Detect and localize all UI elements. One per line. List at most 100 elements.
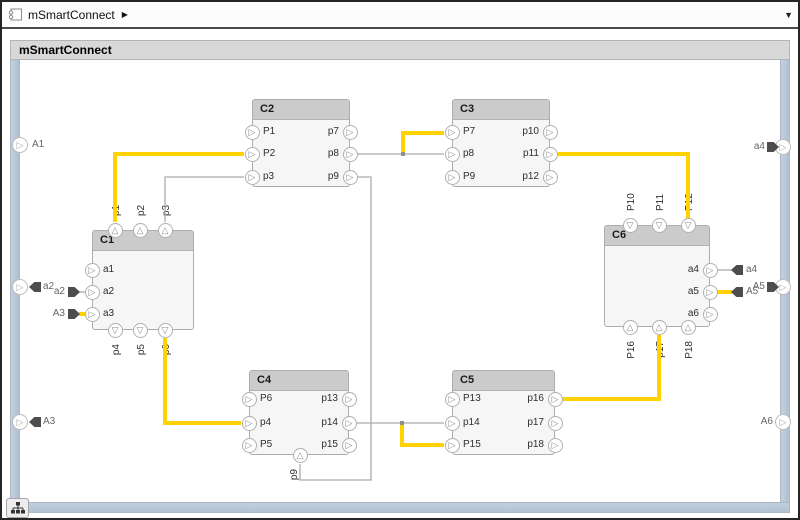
port-C6-P11[interactable]: ▽ bbox=[651, 217, 667, 233]
connector-stub-icon bbox=[68, 309, 80, 319]
port-label-C4-p13: p13 bbox=[321, 393, 338, 404]
port-label-C5-p18: p18 bbox=[527, 439, 544, 450]
edge-port-label-A5: A5 bbox=[752, 281, 765, 292]
port-label-C6-P11: P11 bbox=[655, 194, 666, 211]
breadcrumb-bar: mSmartConnect ▶ ▼ bbox=[2, 2, 798, 29]
edge-port-A5[interactable]: ▷ bbox=[775, 279, 791, 295]
breadcrumb-arrow-icon[interactable]: ▶ bbox=[121, 10, 128, 19]
edge-port-A1[interactable]: ▷ bbox=[12, 137, 28, 153]
port-label-C3-P9: P9 bbox=[463, 171, 476, 182]
port-label-C6-a6: a6 bbox=[687, 308, 699, 319]
port-C2-p9[interactable]: ▷ bbox=[342, 169, 358, 185]
component-C6[interactable]: C6 bbox=[604, 225, 710, 327]
connection-C4.p14-C5.P15[interactable] bbox=[400, 423, 444, 447]
port-label-C4-p9: p9 bbox=[289, 469, 300, 481]
connection-C1.p1-C2.P2[interactable] bbox=[113, 152, 244, 222]
connection-C5.p16-C6.p17[interactable] bbox=[563, 335, 661, 401]
port-label-C1-p5: p5 bbox=[136, 344, 147, 356]
port-C1-a2[interactable]: ▷ bbox=[84, 284, 100, 300]
dropdown-arrow-icon[interactable]: ▼ bbox=[784, 10, 793, 20]
connection-C3.p11-C6.P12[interactable] bbox=[558, 152, 690, 218]
port-C1-a1[interactable]: ▷ bbox=[84, 262, 100, 278]
hierarchy-tree-icon bbox=[10, 502, 25, 514]
port-C1-p2[interactable]: △ bbox=[132, 222, 148, 238]
port-C4-p13[interactable]: ▷ bbox=[341, 391, 357, 407]
port-label-C4-p4: p4 bbox=[260, 417, 272, 428]
port-C4-p15[interactable]: ▷ bbox=[341, 437, 357, 453]
port-C2-p3[interactable]: ▷ bbox=[244, 169, 260, 185]
port-C1-p3[interactable]: △ bbox=[157, 222, 173, 238]
connector-stub-icon bbox=[29, 417, 41, 427]
port-label-C2-p3: p3 bbox=[263, 171, 275, 182]
component-C2[interactable]: C2 bbox=[252, 99, 350, 187]
port-C4-p9[interactable]: △ bbox=[292, 447, 308, 463]
connector-stub-icon bbox=[731, 265, 743, 275]
port-C1-p5[interactable]: ▽ bbox=[132, 322, 148, 338]
port-C4-p14[interactable]: ▷ bbox=[341, 415, 357, 431]
port-C3-p12[interactable]: ▷ bbox=[542, 169, 558, 185]
component-block-icon bbox=[8, 7, 23, 22]
port-label-C2-p8: p8 bbox=[327, 148, 339, 159]
port-C3-P7[interactable]: ▷ bbox=[444, 124, 460, 140]
port-C6-P16[interactable]: △ bbox=[622, 319, 638, 335]
port-label-C6-P16: P16 bbox=[626, 341, 637, 359]
component-C2-title: C2 bbox=[253, 100, 349, 120]
port-C4-p4[interactable]: ▷ bbox=[241, 415, 257, 431]
port-C2-P1[interactable]: ▷ bbox=[244, 124, 260, 140]
port-C3-p10[interactable]: ▷ bbox=[542, 124, 558, 140]
connection-C1.p3-C2.p3[interactable] bbox=[164, 176, 244, 222]
port-C6-a4[interactable]: ▷ bbox=[702, 262, 718, 278]
port-C5-p14[interactable]: ▷ bbox=[444, 415, 460, 431]
edge-port-a2[interactable]: ▷ bbox=[12, 279, 28, 295]
edge-port-A6[interactable]: ▷ bbox=[775, 414, 791, 430]
port-C6-a5[interactable]: ▷ bbox=[702, 284, 718, 300]
edge-port-A3[interactable]: ▷ bbox=[12, 414, 28, 430]
port-label-C1-p4: p4 bbox=[111, 344, 122, 356]
port-label-C3-P7: P7 bbox=[463, 126, 476, 137]
port-label-C5-p17: p17 bbox=[527, 417, 544, 428]
port-C1-a3[interactable]: ▷ bbox=[84, 306, 100, 322]
port-C1-p6[interactable]: ▽ bbox=[157, 322, 173, 338]
port-C6-p17[interactable]: △ bbox=[651, 319, 667, 335]
port-C3-P9[interactable]: ▷ bbox=[444, 169, 460, 185]
port-C2-p7[interactable]: ▷ bbox=[342, 124, 358, 140]
edge-port-label-a2: a2 bbox=[43, 281, 55, 292]
port-C3-p8[interactable]: ▷ bbox=[444, 146, 460, 162]
connection-C2.p8-C3.P7[interactable] bbox=[401, 131, 444, 154]
port-label-C1-a2: a2 bbox=[103, 286, 115, 297]
architecture-title: mSmartConnect bbox=[19, 43, 112, 57]
port-C2-P2[interactable]: ▷ bbox=[244, 146, 260, 162]
port-C5-p18[interactable]: ▷ bbox=[547, 437, 563, 453]
component-C3[interactable]: C3 bbox=[452, 99, 550, 187]
port-C6-a6[interactable]: ▷ bbox=[702, 306, 718, 322]
hierarchy-badge[interactable] bbox=[6, 498, 29, 518]
port-C3-p11[interactable]: ▷ bbox=[542, 146, 558, 162]
port-label-C4-p15: p15 bbox=[321, 439, 338, 450]
port-C5-P15[interactable]: ▷ bbox=[444, 437, 460, 453]
port-C6-P12[interactable]: ▽ bbox=[680, 217, 696, 233]
port-C6-P18[interactable]: △ bbox=[680, 319, 696, 335]
edge-port-label-A6: A6 bbox=[760, 416, 773, 427]
port-C5-p16[interactable]: ▷ bbox=[547, 391, 563, 407]
component-C5[interactable]: C5 bbox=[452, 370, 555, 455]
component-C5-title: C5 bbox=[453, 371, 554, 391]
port-C4-P6[interactable]: ▷ bbox=[241, 391, 257, 407]
port-C4-P5[interactable]: ▷ bbox=[241, 437, 257, 453]
port-label-C2-P2: P2 bbox=[263, 148, 276, 159]
port-label-C3-p11: p11 bbox=[523, 148, 539, 159]
port-label-C5-P13: P13 bbox=[463, 393, 481, 404]
breadcrumb[interactable]: mSmartConnect bbox=[28, 7, 115, 22]
port-C2-p8[interactable]: ▷ bbox=[342, 146, 358, 162]
connection-C1.p6-C4.p4[interactable] bbox=[163, 338, 241, 425]
port-C1-p4[interactable]: ▽ bbox=[107, 322, 123, 338]
connector-stub-icon bbox=[68, 287, 80, 297]
port-label-C4-P6: P6 bbox=[260, 393, 273, 404]
port-label-C2-p9: p9 bbox=[327, 171, 339, 182]
port-C1-p1[interactable]: △ bbox=[107, 222, 123, 238]
port-C6-P10[interactable]: ▽ bbox=[622, 217, 638, 233]
port-label-C6-p17: p17 bbox=[655, 341, 666, 358]
port-C5-p17[interactable]: ▷ bbox=[547, 415, 563, 431]
port-label-C3-p10: p10 bbox=[522, 126, 539, 137]
port-C5-P13[interactable]: ▷ bbox=[444, 391, 460, 407]
